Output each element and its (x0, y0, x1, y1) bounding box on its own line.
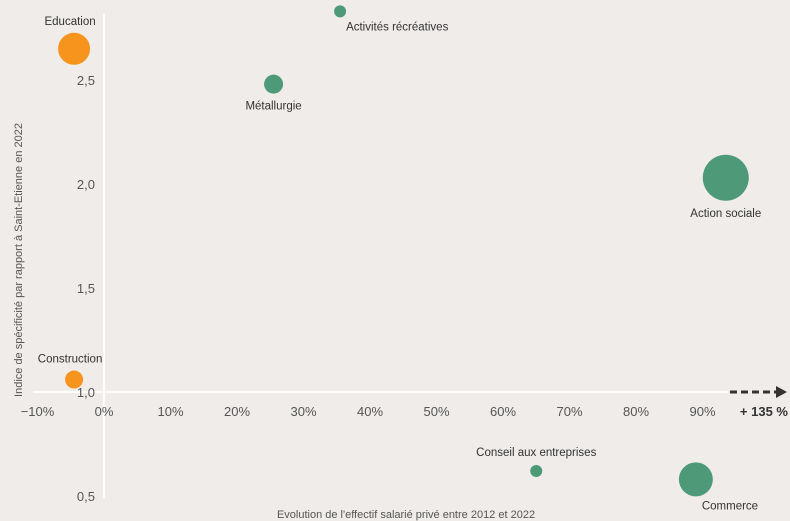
y-tick-label: 0,5 (77, 489, 95, 504)
x-tick-label: 80% (623, 404, 649, 419)
x-tick-label: 60% (490, 404, 516, 419)
y-tick-label: 1,5 (77, 281, 95, 296)
data-point (58, 33, 90, 65)
point-label: Conseil aux entreprises (476, 447, 596, 459)
point-label: Action sociale (690, 208, 761, 220)
y-tick-label: 1,0 (77, 385, 95, 400)
x-tick-label: 50% (423, 404, 449, 419)
x-tick-label: 10% (157, 404, 183, 419)
y-axis-title: Indice de spécificité par rapport à Sain… (13, 123, 25, 397)
point-label: Métallurgie (245, 101, 301, 113)
point-label: Commerce (702, 500, 758, 512)
x-tick-label: 90% (689, 404, 715, 419)
x-tick-label: 40% (357, 404, 383, 419)
data-point (65, 371, 83, 389)
y-tick-label: 2,0 (77, 177, 95, 192)
x-tick-label: 0% (95, 404, 114, 419)
y-tick-label: 2,5 (77, 73, 95, 88)
point-label: Activités récréatives (346, 21, 449, 33)
x-tick-label: 30% (290, 404, 316, 419)
points (58, 5, 749, 496)
axes: −10% 0% 10% 20% 30% 40% 50% 60% 70% 80% 90% 0,5 1,0 1… (21, 14, 787, 504)
data-point (334, 5, 346, 17)
overflow-label: + 135 % (740, 404, 789, 419)
x-tick-label: 20% (224, 404, 250, 419)
x-axis-title: Evolution de l'effectif salarié privé en… (277, 509, 535, 521)
data-point (703, 155, 749, 201)
data-point (264, 75, 283, 94)
data-point (530, 465, 542, 477)
x-tick-label: 70% (556, 404, 582, 419)
data-point (679, 462, 713, 496)
x-tick-label: −10% (21, 404, 55, 419)
overflow-arrowhead (776, 386, 787, 398)
point-label: Education (44, 16, 95, 28)
point-label: Construction (38, 354, 103, 366)
point-labels: Education Activités récréatives Métallurgi… (38, 16, 761, 513)
